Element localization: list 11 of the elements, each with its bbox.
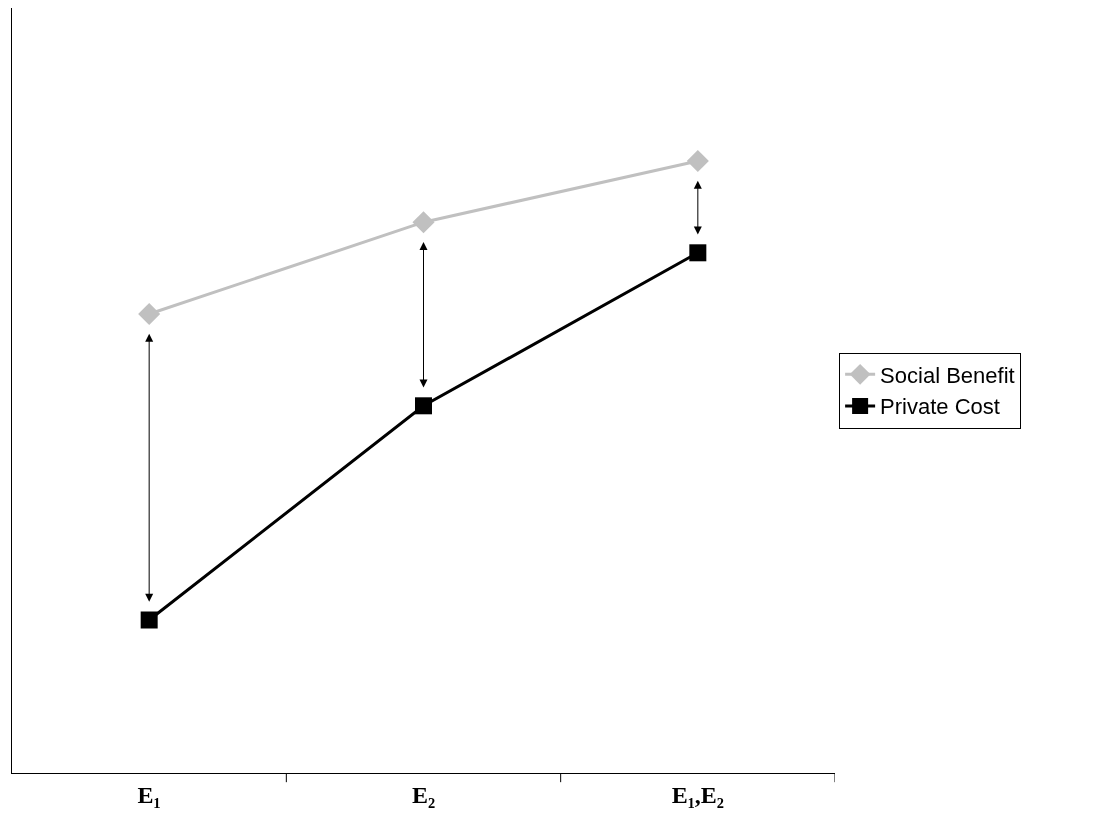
point bbox=[415, 397, 432, 415]
point bbox=[412, 211, 435, 234]
point bbox=[140, 611, 158, 629]
x-tick-label: E₂ bbox=[411, 781, 436, 808]
point bbox=[686, 149, 709, 173]
point bbox=[689, 244, 707, 262]
legend-label: Private Cost bbox=[880, 394, 1000, 420]
x-tick-label: E₁ bbox=[137, 781, 161, 808]
point bbox=[138, 302, 161, 326]
legend-label: Social Benefit bbox=[880, 362, 1015, 388]
x-tick-label: E₁,E₂ bbox=[671, 781, 725, 808]
